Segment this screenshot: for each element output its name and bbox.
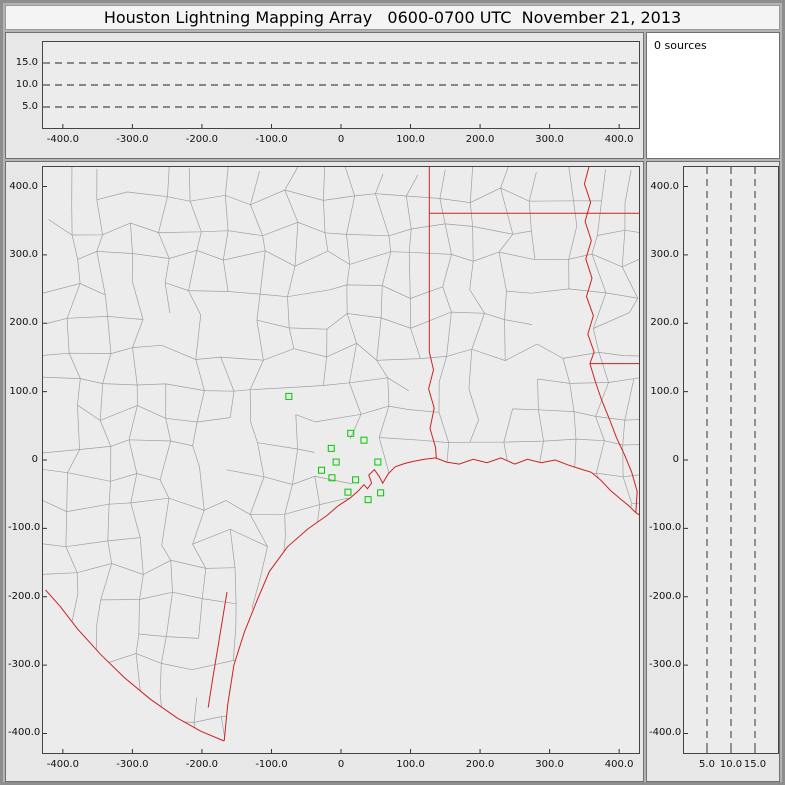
map-y-tick-label: 200.0 xyxy=(9,317,38,329)
station-marker xyxy=(328,474,336,482)
map-x-tick-label: -300.0 xyxy=(116,759,149,770)
altitude-dashed-gridlines xyxy=(706,167,756,753)
map-y-tick-label: 400.0 xyxy=(9,180,38,192)
plot-frame xyxy=(683,166,779,754)
coastline-line xyxy=(223,457,640,742)
source-count-panel: 0 sources xyxy=(646,32,780,159)
station-marker xyxy=(285,392,293,400)
ew-y-tick-label: 15.0 xyxy=(15,57,38,68)
ns-y-tick-label: 0 xyxy=(672,454,679,465)
map-y-tick-label: -400.0 xyxy=(8,727,41,739)
map-x-tick-label: 0 xyxy=(337,759,345,770)
state-borders-and-coastline xyxy=(45,166,640,742)
station-marker xyxy=(360,436,368,444)
station-marker xyxy=(327,444,335,452)
lma-station-markers xyxy=(285,392,385,504)
ew-y-tick-label: 10.0 xyxy=(15,79,38,90)
station-marker xyxy=(352,476,360,484)
ns-y-tick-label: 200.0 xyxy=(650,317,679,329)
sabine-river-line xyxy=(428,351,437,459)
altitude-ew-plot-canvas xyxy=(42,41,640,129)
station-marker xyxy=(377,489,385,497)
ns-y-tick-label: -100.0 xyxy=(649,522,682,534)
map-y-tick-label: 0 xyxy=(31,454,38,465)
ew-x-tick-label: -400.0 xyxy=(46,134,79,145)
ew-x-tick-label: 0 xyxy=(337,134,345,145)
ew-x-tick-label: 400.0 xyxy=(604,134,634,145)
altitude-ns-plot-canvas xyxy=(683,166,779,754)
map-x-tick-label: -100.0 xyxy=(255,759,288,770)
ns-x-tick-label: 15.0 xyxy=(743,759,767,770)
ew-x-tick-label: -300.0 xyxy=(116,134,149,145)
map-x-tick-label: 300.0 xyxy=(535,759,564,770)
title-bar: Houston Lightning Mapping Array 0600-070… xyxy=(5,5,780,30)
altitude-ns-panel: 400.0 300.0 200.0 100.0 0 -100.0 -200.0 -300.0 -… xyxy=(646,161,780,782)
ns-y-tick-label: 100.0 xyxy=(650,385,679,397)
page-title: Houston Lightning Mapping Array 0600-070… xyxy=(103,8,682,27)
map-x-tick-label: 200.0 xyxy=(465,759,495,770)
ew-x-tick-label: -100.0 xyxy=(255,134,288,145)
map-x-tick-label: -400.0 xyxy=(46,759,79,770)
ew-x-tick-label: 300.0 xyxy=(535,134,564,145)
mississippi-lower-line xyxy=(589,363,638,513)
ns-y-tick-label: -200.0 xyxy=(649,590,682,602)
barrier-island-line xyxy=(207,591,228,708)
altitude-dashed-gridlines xyxy=(43,62,639,108)
map-y-tick-label: 100.0 xyxy=(9,385,38,397)
station-marker xyxy=(332,458,340,466)
ns-y-tick-label: -300.0 xyxy=(649,659,682,671)
station-marker xyxy=(364,496,372,504)
plan-view-map-canvas xyxy=(42,166,640,754)
mississippi-river-line xyxy=(583,166,595,364)
rio-grande-line xyxy=(45,589,225,742)
map-x-tick-label: 400.0 xyxy=(604,759,634,770)
station-marker xyxy=(374,458,382,466)
plot-frame xyxy=(42,166,640,754)
plot-frame xyxy=(42,41,640,129)
ns-y-tick-label: 300.0 xyxy=(650,248,679,260)
plot-background xyxy=(42,166,640,754)
map-y-tick-label: -100.0 xyxy=(8,522,41,534)
ns-x-tick-label: 5.0 xyxy=(699,759,715,770)
station-marker xyxy=(318,466,326,474)
ew-y-tick-label: 5.0 xyxy=(22,101,38,112)
map-y-tick-label: 300.0 xyxy=(9,248,38,260)
map-y-tick-label: -300.0 xyxy=(8,659,41,671)
map-y-tick-label: -200.0 xyxy=(8,590,41,602)
ns-y-tick-label: 400.0 xyxy=(650,180,679,192)
plan-view-map-panel: 400.0 300.0 200.0 100.0 0 -100.0 -200.0 -300.0 -… xyxy=(5,161,644,782)
source-count-label: 0 sources xyxy=(654,39,707,52)
ew-x-tick-label: 200.0 xyxy=(465,134,495,145)
ew-x-tick-label: 100.0 xyxy=(396,134,425,145)
ew-x-tick-label: -200.0 xyxy=(185,134,219,145)
map-x-tick-label: 100.0 xyxy=(396,759,425,770)
map-x-tick-label: -200.0 xyxy=(185,759,219,770)
station-marker xyxy=(344,488,352,496)
ns-x-tick-label: 10.0 xyxy=(719,759,743,770)
station-marker xyxy=(347,429,355,437)
ns-y-tick-label: -400.0 xyxy=(649,727,682,739)
altitude-ew-panel: 15.0 10.0 5.0 -400.0 -300.0 -200.0 -100.0 0 100.… xyxy=(5,32,644,159)
